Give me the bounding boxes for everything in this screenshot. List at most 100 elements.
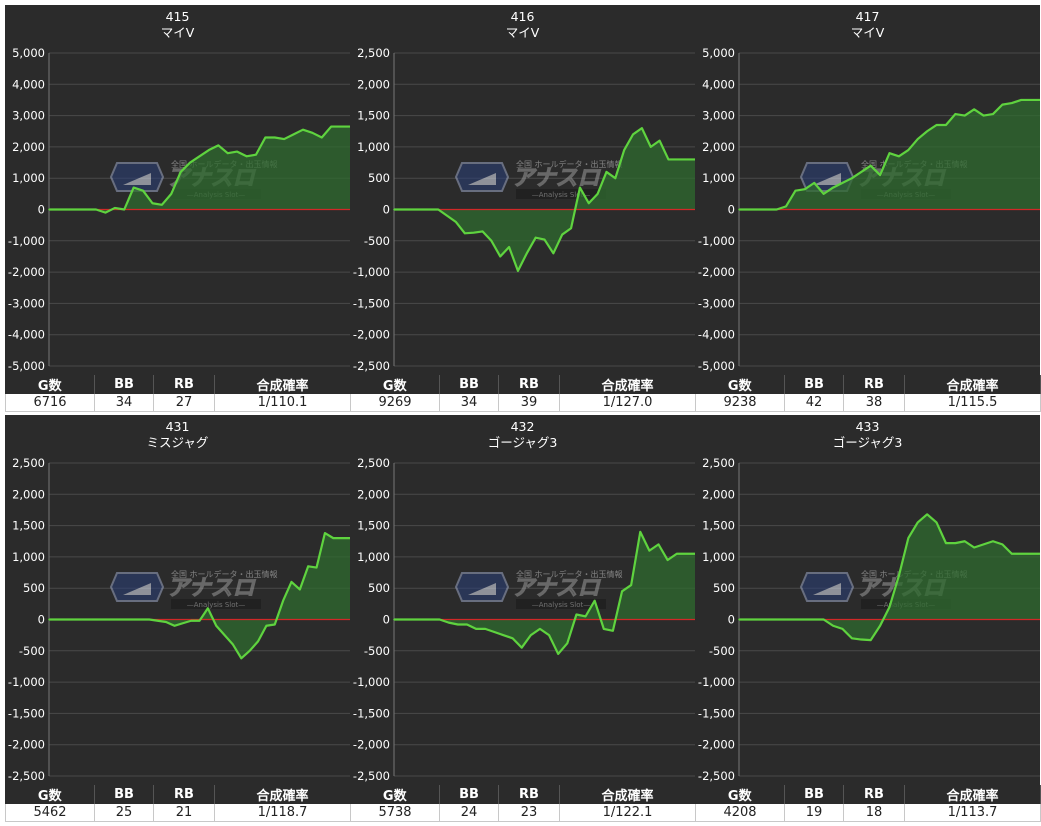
y-tick-label: 500 [368,581,390,595]
data-point [757,618,759,621]
data-point [508,246,510,248]
stats-data-row: 5738 24 23 1/122.1 [350,804,696,822]
stats-header-cell: RB [498,785,560,804]
stats-games-cell: 5738 [350,804,440,822]
data-point [190,619,192,622]
data-point [907,537,910,539]
data-point [945,542,947,544]
data-point [181,622,184,625]
data-point [457,623,459,626]
stats-header-cell: 合成確率 [559,785,696,804]
stats-header-cell: G数 [5,785,95,804]
y-tick-label: -2,000 [353,738,390,752]
logo-arrow-icon [123,583,151,595]
data-point [869,164,872,167]
y-tick-label: 2,000 [12,487,45,501]
data-point [1010,552,1013,555]
y-tick-label: -4,000 [698,328,735,342]
y-tick-label: 1,500 [12,519,45,533]
stats-rate-cell: 1/122.1 [559,804,696,822]
data-point [525,252,528,255]
stats-rate-cell: 1/113.7 [904,804,1041,822]
data-point [349,537,350,539]
y-tick-label: -500 [364,644,390,658]
data-point [81,618,84,621]
data-point [757,208,759,211]
stats-rb-cell: 38 [843,394,905,412]
stats-header-row: G数 BB RB 合成確率 [695,375,1041,394]
data-point [428,208,431,211]
data-point [614,177,617,179]
y-tick-label: -1,500 [698,706,735,720]
machine-name: マイV [850,25,885,40]
y-tick-label: -2,500 [353,769,390,783]
stats-bb-cell: 24 [439,804,499,822]
data-point [98,618,100,621]
data-point [841,182,844,184]
data-point [502,634,505,636]
data-point [935,124,938,126]
data-point [411,618,414,621]
data-point [775,618,778,621]
data-point [926,130,928,133]
y-tick-label: -1,500 [353,296,390,310]
data-point [869,639,872,641]
y-tick-label: 2,000 [702,140,735,154]
data-point [954,113,957,115]
chart-panel-433: 433 ゴージャグ3 2,500 2,000 1,500 1,000 500 0 -500 -1,… [695,415,1041,822]
y-tick-label: 5,000 [702,46,735,60]
y-tick-label: -1,500 [353,706,390,720]
series-area [394,531,695,654]
stats-rb-cell: 23 [498,804,560,822]
data-point [557,653,559,655]
data-point [916,138,919,140]
stats-header-cell: RB [498,375,560,394]
data-point [447,621,450,624]
y-tick-label: 2,500 [702,456,735,470]
y-tick-label: 0 [728,203,735,217]
data-point [156,619,159,622]
data-point [475,628,477,630]
data-point [612,629,614,632]
series-area [49,126,350,213]
data-point [841,628,844,630]
data-point [57,208,60,211]
y-tick-label: 0 [383,613,390,627]
machine-number: 431 [165,419,190,434]
stats-header-row: G数 BB RB 合成確率 [5,785,351,804]
y-tick-label: -500 [364,234,390,248]
chart-plot: 2,500 2,000 1,500 1,000 500 0 -500 -1,000 -1,500… [698,456,1040,783]
data-point [232,643,234,646]
watermark-bar [171,599,261,609]
data-point [1020,552,1022,555]
data-point [794,618,797,621]
y-tick-label: 4,000 [702,77,735,91]
stats-header-cell: RB [153,375,215,394]
y-tick-label: 1,000 [12,171,45,185]
y-tick-label: 0 [38,613,45,627]
y-tick-label: 1,500 [357,109,390,123]
data-point [584,615,587,618]
data-point [517,270,519,272]
y-tick-label: 1,000 [12,550,45,564]
data-point [240,657,243,660]
machine-name: ゴージャグ3 [487,435,558,450]
y-tick-label: 2,000 [12,140,45,154]
y-tick-label: -2,500 [353,359,390,373]
y-tick-label: -500 [19,644,45,658]
stats-bb-cell: 19 [784,804,844,822]
data-point [420,618,423,621]
y-tick-label: 500 [23,581,45,595]
stats-header-cell: G数 [350,375,440,394]
y-tick-label: 2,500 [357,456,390,470]
data-point [916,521,919,524]
data-point [879,174,881,176]
data-point [410,208,413,211]
data-point [602,628,605,630]
series-line [394,530,695,656]
machine-name: マイV [505,25,540,40]
data-point [64,618,67,621]
data-point [822,193,825,195]
data-point [666,559,669,561]
